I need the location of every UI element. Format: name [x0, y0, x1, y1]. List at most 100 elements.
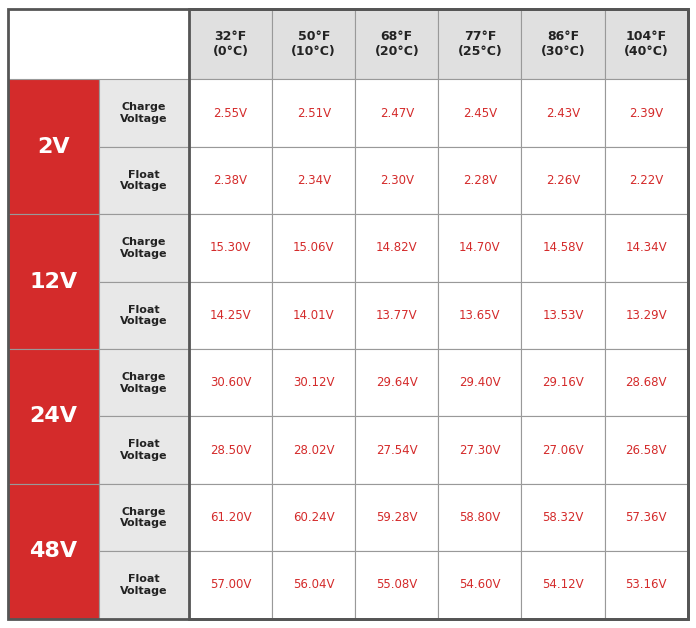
Text: 2.28V: 2.28V	[463, 174, 497, 187]
Text: Charge
Voltage: Charge Voltage	[120, 237, 168, 259]
Bar	[99, 416, 189, 484]
Bar	[189, 9, 272, 80]
Bar	[438, 484, 521, 551]
Bar	[521, 349, 605, 416]
Bar	[355, 80, 438, 147]
Bar	[605, 147, 688, 214]
Bar	[189, 281, 272, 349]
Text: 29.40V: 29.40V	[459, 376, 500, 389]
Bar	[272, 80, 355, 147]
Text: Float
Voltage: Float Voltage	[120, 574, 168, 596]
Text: 55.08V: 55.08V	[376, 578, 418, 592]
Bar	[99, 551, 189, 619]
Bar	[605, 281, 688, 349]
Text: 2.30V: 2.30V	[380, 174, 414, 187]
Text: 32°F
(0°C): 32°F (0°C)	[212, 30, 248, 58]
Text: 59.28V: 59.28V	[376, 511, 418, 524]
Bar	[99, 349, 189, 416]
Text: 2.26V: 2.26V	[546, 174, 580, 187]
Bar	[605, 214, 688, 281]
Text: 29.16V: 29.16V	[542, 376, 584, 389]
Text: 14.70V: 14.70V	[459, 241, 500, 254]
Text: 14.25V: 14.25V	[209, 309, 251, 322]
Bar	[438, 349, 521, 416]
Text: 27.30V: 27.30V	[459, 443, 500, 457]
Bar	[605, 80, 688, 147]
Bar	[355, 416, 438, 484]
Text: 58.80V: 58.80V	[459, 511, 500, 524]
Bar	[605, 484, 688, 551]
Text: Float
Voltage: Float Voltage	[120, 440, 168, 461]
Text: 13.65V: 13.65V	[459, 309, 500, 322]
Bar	[521, 551, 605, 619]
Text: 29.64V: 29.64V	[376, 376, 418, 389]
Bar	[355, 281, 438, 349]
Text: 2.39V: 2.39V	[629, 107, 663, 120]
Bar	[355, 214, 438, 281]
Bar	[521, 214, 605, 281]
Bar	[189, 416, 272, 484]
Bar	[99, 484, 189, 551]
Text: 14.82V: 14.82V	[376, 241, 418, 254]
Text: 13.29V: 13.29V	[625, 309, 667, 322]
Text: 56.04V: 56.04V	[293, 578, 335, 592]
Bar	[521, 80, 605, 147]
Bar	[272, 349, 355, 416]
Text: 14.01V: 14.01V	[293, 309, 335, 322]
Text: 54.12V: 54.12V	[542, 578, 584, 592]
Text: 57.36V: 57.36V	[625, 511, 667, 524]
Bar	[605, 349, 688, 416]
Text: 24V: 24V	[29, 406, 77, 426]
Text: Float
Voltage: Float Voltage	[120, 170, 168, 192]
Text: 30.60V: 30.60V	[210, 376, 251, 389]
Text: 2.43V: 2.43V	[546, 107, 580, 120]
Bar	[8, 484, 99, 619]
Text: Charge
Voltage: Charge Voltage	[120, 102, 168, 124]
Bar	[8, 214, 99, 349]
Text: 28.50V: 28.50V	[210, 443, 251, 457]
Bar	[355, 9, 438, 80]
Bar	[438, 80, 521, 147]
Bar	[99, 147, 189, 214]
Bar	[189, 147, 272, 214]
Bar	[189, 484, 272, 551]
Bar	[272, 484, 355, 551]
Text: 50°F
(10°C): 50°F (10°C)	[292, 30, 336, 58]
Text: 28.68V: 28.68V	[625, 376, 667, 389]
Text: 58.32V: 58.32V	[542, 511, 584, 524]
Text: 2.47V: 2.47V	[380, 107, 414, 120]
Text: 2.55V: 2.55V	[214, 107, 248, 120]
Bar	[521, 147, 605, 214]
Bar	[189, 551, 272, 619]
Text: 14.34V: 14.34V	[625, 241, 667, 254]
Bar	[189, 9, 688, 619]
Bar	[521, 281, 605, 349]
Text: 86°F
(30°C): 86°F (30°C)	[541, 30, 585, 58]
Text: 48V: 48V	[29, 541, 77, 561]
Text: 30.12V: 30.12V	[293, 376, 335, 389]
Text: 27.54V: 27.54V	[376, 443, 418, 457]
Bar	[605, 416, 688, 484]
Text: 104°F
(40°C): 104°F (40°C)	[624, 30, 668, 58]
Text: 57.00V: 57.00V	[210, 578, 251, 592]
Text: 53.16V: 53.16V	[625, 578, 667, 592]
Text: 2.22V: 2.22V	[629, 174, 663, 187]
Bar	[272, 147, 355, 214]
Text: Charge
Voltage: Charge Voltage	[120, 372, 168, 394]
Bar	[521, 416, 605, 484]
Bar	[272, 551, 355, 619]
Text: 2.51V: 2.51V	[296, 107, 331, 120]
Text: Charge
Voltage: Charge Voltage	[120, 507, 168, 528]
Text: 15.06V: 15.06V	[293, 241, 335, 254]
Text: 15.30V: 15.30V	[210, 241, 251, 254]
Bar	[272, 416, 355, 484]
Text: 13.53V: 13.53V	[542, 309, 584, 322]
Text: 2.38V: 2.38V	[214, 174, 248, 187]
Bar	[438, 281, 521, 349]
Bar	[355, 551, 438, 619]
Bar	[355, 147, 438, 214]
Bar	[99, 281, 189, 349]
Bar	[189, 80, 272, 147]
Text: 2.34V: 2.34V	[296, 174, 331, 187]
Text: 12V: 12V	[29, 272, 77, 291]
